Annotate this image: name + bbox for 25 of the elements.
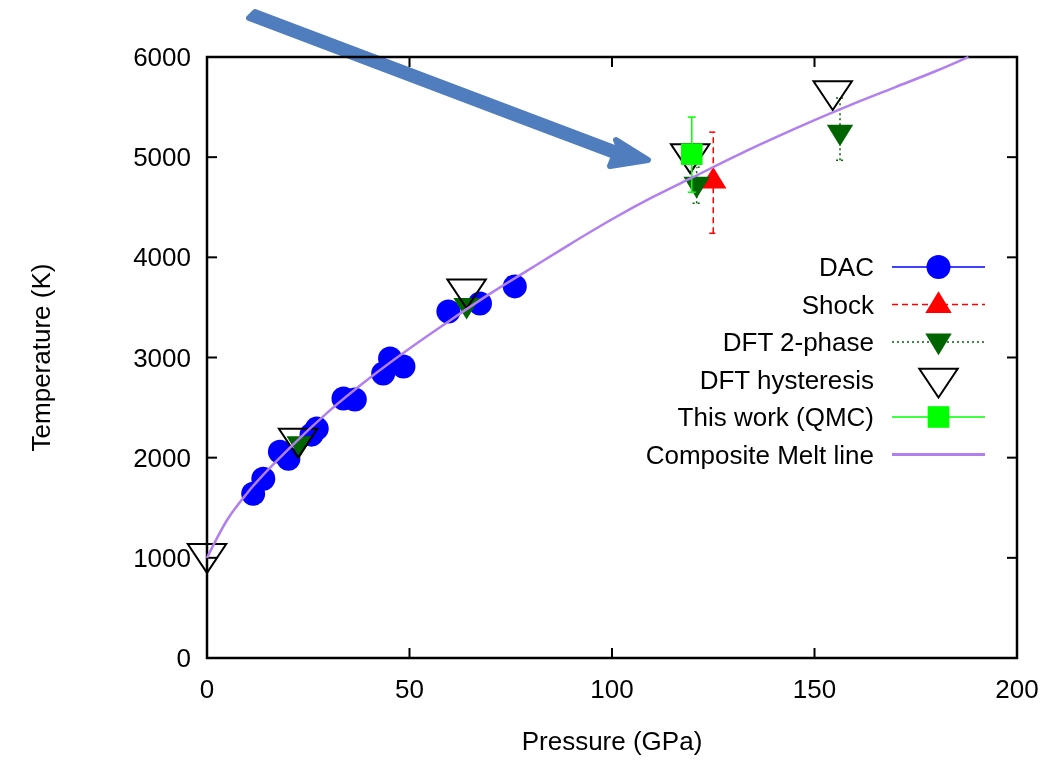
point xyxy=(391,354,416,379)
y-tick-label: 6000 xyxy=(133,42,191,72)
legend-label: Shock xyxy=(801,289,875,320)
point xyxy=(812,80,853,112)
y-axis-title: Temperature (K) xyxy=(26,263,56,452)
y-tick-label: 0 xyxy=(176,643,191,673)
x-tick-label: 50 xyxy=(395,674,424,704)
point xyxy=(826,124,854,147)
x-tick-label: 200 xyxy=(995,674,1039,704)
legend-label: DAC xyxy=(819,252,874,282)
legend-label: DFT 2-phase xyxy=(722,327,874,357)
line-series xyxy=(205,55,970,560)
x-tick-label: 0 xyxy=(199,674,215,704)
y-tick-label: 4000 xyxy=(133,242,191,273)
y-tick-label: 3000 xyxy=(133,342,191,373)
y-tick-label: 2000 xyxy=(133,442,191,473)
legend-label: Composite Melt line xyxy=(645,439,874,470)
x-tick-label: 100 xyxy=(590,674,634,704)
x-axis-title: Pressure (GPa) xyxy=(521,726,703,756)
y-tick-label: 5000 xyxy=(133,142,191,173)
legend-label: DFT hysteresis xyxy=(699,364,874,395)
x-tick-label: 150 xyxy=(792,674,837,704)
y-tick-label: 1000 xyxy=(133,542,191,573)
legend-label: This work (QMC) xyxy=(677,402,874,432)
point xyxy=(669,143,711,175)
